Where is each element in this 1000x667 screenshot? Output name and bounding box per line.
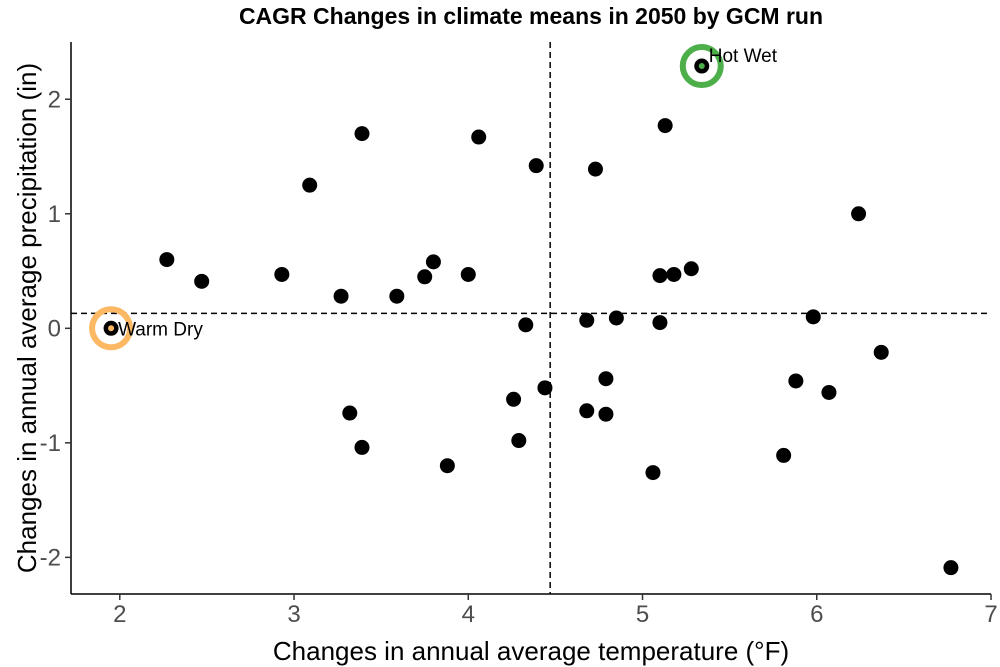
reference-lines <box>71 42 991 594</box>
data-point <box>657 118 673 134</box>
x-tick-label: 5 <box>636 601 649 628</box>
x-tick-label: 7 <box>984 601 997 628</box>
x-tick-label: 3 <box>287 601 300 628</box>
data-point <box>471 129 487 145</box>
data-point <box>537 380 553 396</box>
data-point <box>652 315 668 331</box>
data-point <box>776 447 792 463</box>
y-axis-title: Changes in annual average precipitation … <box>12 63 42 573</box>
data-point <box>579 403 595 419</box>
y-tick-label: 0 <box>48 315 61 342</box>
data-point <box>608 310 624 326</box>
data-point <box>417 269 433 285</box>
data-point <box>943 560 959 576</box>
highlight-inner-dot <box>698 63 705 70</box>
data-point <box>579 312 595 328</box>
x-tick-label: 4 <box>462 601 475 628</box>
annotations: Hot Wet Warm Dry <box>89 44 778 351</box>
data-points <box>103 58 959 576</box>
data-point <box>425 254 441 270</box>
data-point <box>821 384 837 400</box>
data-point <box>342 405 358 421</box>
annotation-label: Hot Wet <box>709 46 778 67</box>
highlight-ring <box>89 306 134 351</box>
data-point <box>511 433 527 449</box>
data-point <box>354 126 370 142</box>
y-tick-label: 1 <box>48 201 61 228</box>
data-point <box>159 252 175 268</box>
data-point <box>851 206 867 222</box>
data-point <box>805 309 821 325</box>
x-tick-label: 2 <box>113 601 126 628</box>
highlight-ring <box>679 44 724 89</box>
data-point <box>333 288 349 304</box>
annotation-label: Warm Dry <box>118 319 203 340</box>
data-point <box>302 177 318 193</box>
axes <box>70 42 991 595</box>
data-point <box>598 406 614 422</box>
data-point <box>652 268 668 284</box>
data-point <box>460 266 476 282</box>
data-point <box>354 439 370 455</box>
tick-marks: 2 3 4 5 6 7 -2 -1 0 1 2 <box>40 86 998 628</box>
data-point <box>873 344 889 360</box>
y-tick-label: 2 <box>48 86 61 113</box>
highlight-inner-dot <box>108 325 115 332</box>
data-point <box>683 261 699 277</box>
data-point <box>194 273 210 289</box>
chart-title: CAGR Changes in climate means in 2050 by… <box>239 3 823 29</box>
data-point <box>587 161 603 177</box>
data-point <box>788 373 804 389</box>
data-point <box>645 465 661 481</box>
data-point <box>506 391 522 407</box>
x-axis-title: Changes in annual average temperature (°… <box>273 636 789 666</box>
data-point <box>389 288 405 304</box>
data-point <box>274 266 290 282</box>
y-tick-label: -2 <box>40 544 61 571</box>
x-tick-label: 6 <box>810 601 823 628</box>
data-point <box>666 266 682 282</box>
data-point <box>518 317 534 333</box>
y-tick-label: -1 <box>40 430 61 457</box>
data-point <box>598 371 614 387</box>
data-point <box>528 158 544 174</box>
data-point <box>439 458 455 474</box>
